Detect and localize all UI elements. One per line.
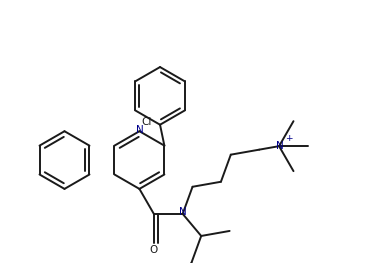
Text: N: N — [179, 207, 187, 217]
Text: +: + — [285, 134, 293, 143]
Text: N: N — [136, 125, 144, 135]
Text: Cl: Cl — [141, 117, 152, 127]
Text: N: N — [276, 141, 284, 151]
Text: O: O — [150, 245, 158, 255]
